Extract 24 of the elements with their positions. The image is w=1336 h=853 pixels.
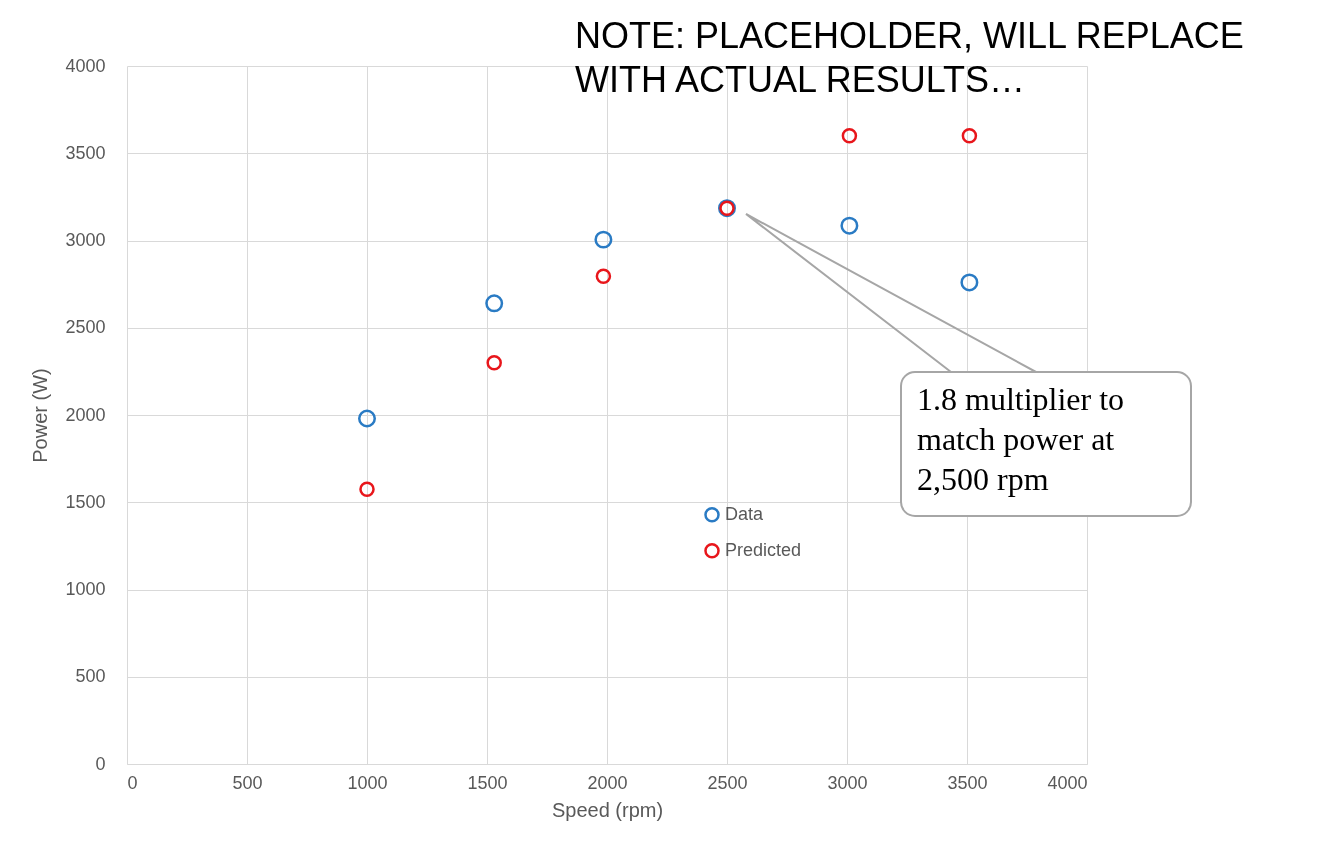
x-tick-label: 1000 <box>347 772 388 793</box>
chart-title: NOTE: PLACEHOLDER, WILL REPLACE WITH ACTUAL RESULTS… <box>575 14 1245 102</box>
x-tick-label: 2000 <box>587 772 628 793</box>
y-tick-label: 1500 <box>65 491 106 512</box>
y-tick-label: 0 <box>95 753 106 774</box>
y-tick-label: 3000 <box>65 230 106 250</box>
x-tick-label: 2500 <box>707 772 748 793</box>
x-tick-label: 4000 <box>1047 772 1088 793</box>
annotation: 1.8 multiplier to match power at 2,500 rpm <box>917 381 1125 497</box>
x-tick-label: 3500 <box>947 772 988 793</box>
y-axis-title: Power (W) <box>29 368 52 463</box>
y-tick-label: 3500 <box>65 142 106 163</box>
y-tick-label: 1000 <box>65 579 106 599</box>
y-tick-label: 4000 <box>65 55 106 76</box>
x-tick-label: 1500 <box>467 772 508 793</box>
x-tick-label: 3000 <box>827 772 868 793</box>
y-tick-label: 500 <box>75 666 106 687</box>
x-tick-label: 0 <box>127 772 138 793</box>
y-tick-label: 2500 <box>65 317 106 338</box>
y-tick-label: 2000 <box>65 404 106 425</box>
x-axis-title: Speed (rpm) <box>551 798 664 821</box>
legend-label: Data <box>725 503 765 524</box>
x-tick-label: 500 <box>232 772 263 793</box>
legend-label: Predicted <box>725 539 802 560</box>
